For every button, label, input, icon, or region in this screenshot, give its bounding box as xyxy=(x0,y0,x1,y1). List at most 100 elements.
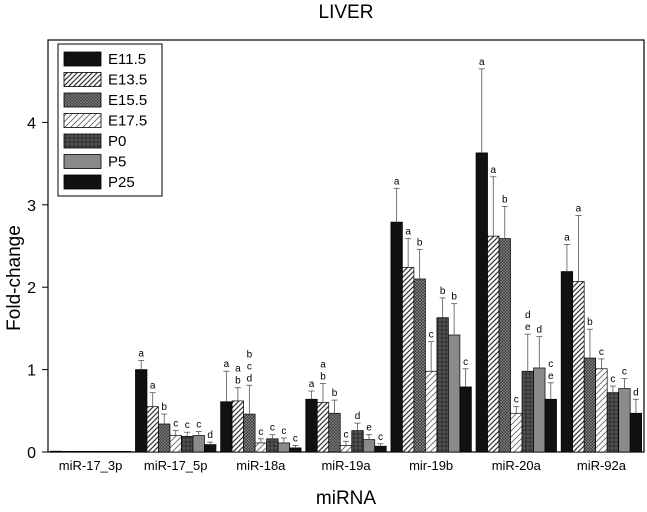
x-axis: miR-17_3p miR-17_5p miR-18a miR-19a mir-19b m… xyxy=(59,458,627,473)
x-tick-label: miR-19a xyxy=(321,458,371,473)
bar xyxy=(277,442,290,453)
bar xyxy=(72,451,86,453)
bar xyxy=(374,445,387,453)
bar xyxy=(316,402,330,453)
bar xyxy=(487,235,500,453)
bar xyxy=(305,398,318,453)
bar xyxy=(436,317,449,453)
significance-letter: c xyxy=(429,330,434,341)
bar xyxy=(192,435,205,453)
significance-letter: b xyxy=(440,286,446,297)
y-tick-label: 0 xyxy=(27,445,36,462)
significance-letter: c xyxy=(247,361,252,372)
significance-letter: a xyxy=(150,381,156,392)
legend-swatch xyxy=(63,133,102,149)
significance-letter: c xyxy=(463,357,468,368)
bar xyxy=(498,238,511,453)
legend-swatch xyxy=(63,92,102,108)
significance-letter: d xyxy=(525,310,531,321)
significance-letter: d xyxy=(537,325,543,336)
legend-label: E13.5 xyxy=(108,72,147,89)
legend-swatch xyxy=(63,113,102,128)
bar xyxy=(510,412,523,453)
bar xyxy=(425,370,438,453)
bar xyxy=(448,334,461,453)
significance-letter: c xyxy=(514,395,519,406)
x-tick-label: miR-20a xyxy=(492,458,542,473)
significance-letter: e xyxy=(548,371,554,382)
y-axis: 0 1 2 3 4 xyxy=(27,115,48,462)
y-axis-label: Fold-change xyxy=(4,225,25,331)
bar xyxy=(475,152,488,453)
bar xyxy=(204,444,217,453)
x-tick-label: mir-19b xyxy=(409,458,453,473)
significance-letter: c xyxy=(281,426,286,437)
significance-letter: d xyxy=(247,373,253,384)
bar xyxy=(533,367,546,453)
bar xyxy=(362,439,376,453)
legend-label: P25 xyxy=(108,174,135,191)
significance-letter: c xyxy=(270,423,275,434)
significance-letter: c xyxy=(173,419,178,430)
legend-swatch xyxy=(63,72,102,87)
bar xyxy=(266,438,279,453)
significance-letter: a xyxy=(394,176,400,187)
bar xyxy=(254,442,267,453)
significance-letter: a xyxy=(235,364,241,375)
significance-letter: c xyxy=(610,374,615,385)
significance-letter: e xyxy=(525,322,531,333)
legend-label: P0 xyxy=(108,133,126,150)
y-tick-label: 3 xyxy=(27,198,36,215)
significance-letter: c xyxy=(258,427,263,438)
significance-letter: c xyxy=(599,347,604,358)
legend-swatch xyxy=(63,154,102,169)
significance-letter: a xyxy=(138,349,144,360)
legend-label: P5 xyxy=(108,154,126,171)
bar xyxy=(390,221,403,453)
bar xyxy=(328,412,341,453)
significance-letter: a xyxy=(405,227,411,238)
legend-swatch xyxy=(63,174,102,190)
bar xyxy=(351,430,364,453)
x-tick-label: miR-92a xyxy=(577,458,627,473)
significance-letter: b xyxy=(587,317,593,328)
bar xyxy=(95,451,109,453)
significance-letter: a xyxy=(224,359,230,370)
bar xyxy=(595,368,608,453)
significance-letter: c xyxy=(293,433,298,444)
significance-letter: d xyxy=(355,411,361,422)
bar xyxy=(243,413,256,453)
bars-group xyxy=(49,152,643,453)
bar xyxy=(146,406,159,453)
significance-letter: a xyxy=(309,379,315,390)
x-tick-label: miR-17_3p xyxy=(59,458,123,473)
significance-letter: d xyxy=(207,430,213,441)
significance-letter: a xyxy=(491,165,497,176)
bar xyxy=(181,435,194,453)
bar xyxy=(220,401,233,453)
bar xyxy=(583,357,597,453)
significance-letter: e xyxy=(366,423,372,434)
significance-letter: b xyxy=(235,376,241,387)
bar xyxy=(606,392,620,453)
y-tick-label: 4 xyxy=(27,115,36,132)
significance-letter: b xyxy=(332,388,338,399)
bar xyxy=(158,423,171,453)
legend: E11.5 E13.5 E15.5 E17.5 P0 P5 P25 xyxy=(57,43,163,197)
bar xyxy=(118,451,132,453)
bar xyxy=(289,447,302,453)
legend-label: E17.5 xyxy=(108,113,147,130)
bar xyxy=(544,398,557,453)
significance-letter: a xyxy=(320,360,326,371)
legend-label: E11.5 xyxy=(108,51,146,68)
bar xyxy=(339,445,353,453)
x-tick-label: miR-17_5p xyxy=(144,458,208,473)
significance-letter: c xyxy=(378,432,383,443)
significance-letter: c xyxy=(185,420,190,431)
bar xyxy=(402,267,415,453)
significance-letter: a xyxy=(479,57,485,68)
bar xyxy=(459,386,472,453)
